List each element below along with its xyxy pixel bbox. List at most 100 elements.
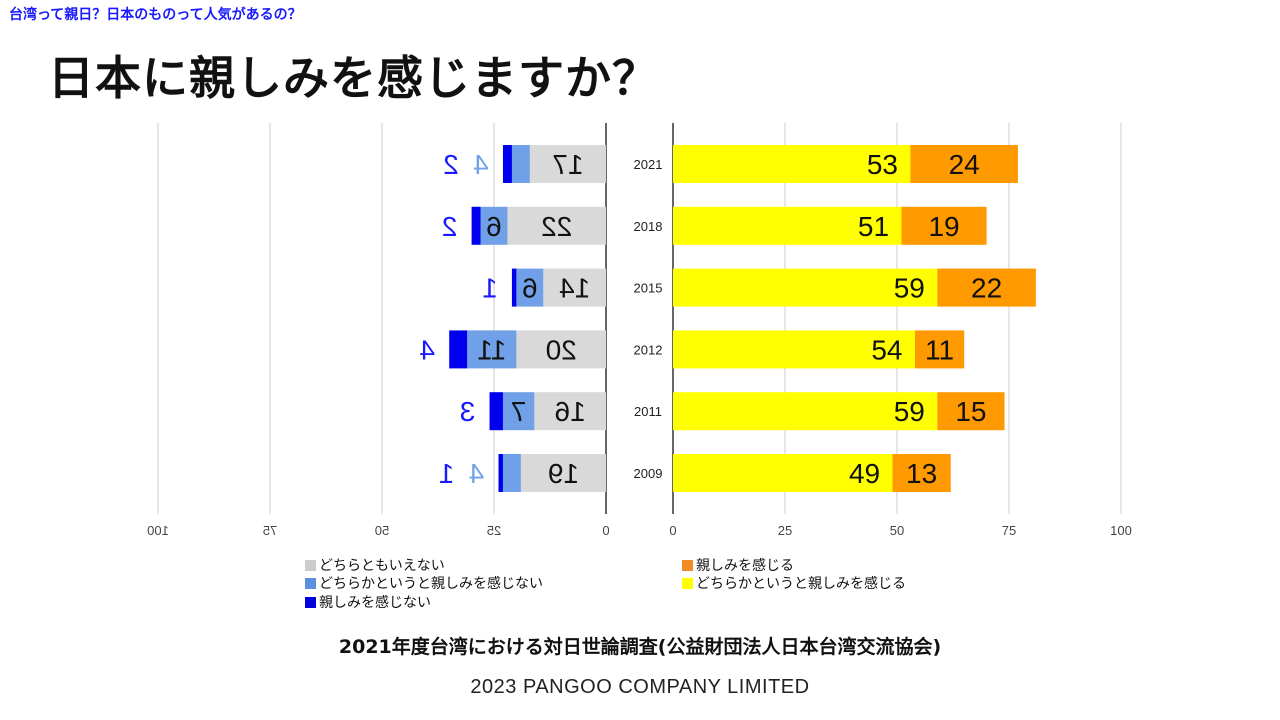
legend-item: どちらともいえない	[305, 555, 445, 575]
legend-item: 親しみを感じない	[305, 592, 431, 612]
left-tick-label: 75	[263, 523, 277, 538]
right-tick-label: 50	[890, 523, 904, 538]
year-label: 2018	[634, 219, 663, 234]
legend-label: どちらともいえない	[319, 558, 445, 574]
bar-right-label: 49	[849, 458, 880, 489]
bar-right-label: 53	[867, 149, 898, 180]
bar-right	[901, 206, 987, 245]
bar-left-label: 22	[541, 211, 572, 242]
left-gridlines	[157, 123, 607, 514]
bar-left	[511, 145, 530, 183]
year-label: 2009	[634, 466, 663, 481]
bar-left-outside-label: 2	[443, 149, 459, 180]
bar-left	[516, 330, 606, 369]
bar-right-label: 59	[894, 273, 925, 304]
bar-left	[498, 454, 503, 492]
footer-copyright: 2023 PANGOO COMPANY LIMITED	[470, 676, 810, 698]
bar-left-outside-label: 1	[482, 273, 498, 304]
legend-label: 親しみを感じる	[696, 558, 794, 574]
year-labels: 2021 2018 2015 2012 2011 2009	[634, 157, 663, 481]
page-title: 日本に親しみを感じますか？	[48, 51, 659, 105]
bar-right-label: 54	[871, 334, 902, 365]
left-tick-label: 100	[147, 523, 169, 538]
bar-right	[673, 392, 938, 431]
bar-left	[502, 454, 521, 492]
bar-right	[673, 330, 915, 369]
legend-swatch	[305, 560, 316, 571]
right-tick-label: 25	[778, 523, 792, 538]
legend-swatch	[305, 578, 316, 589]
bar-left-outside-label: 4	[473, 149, 489, 180]
bar-right	[892, 454, 951, 492]
right-tick-labels: 0 25 50 75 100	[669, 523, 1131, 538]
bar-left-outside-label: 4	[419, 334, 435, 365]
bar-left-label: 6	[486, 211, 502, 242]
bar-left	[502, 145, 512, 183]
bar-right	[937, 268, 1036, 307]
bar-left	[467, 330, 517, 369]
bar-left-label: 17	[552, 149, 583, 180]
year-label: 2021	[634, 157, 663, 172]
bar-right	[673, 454, 893, 492]
bar-left	[516, 268, 544, 307]
right-tick-label: 75	[1002, 523, 1016, 538]
left-tick-labels: 0 25 50 75 100	[147, 523, 609, 538]
left-tick-label: 0	[602, 523, 609, 538]
source-caption: 2021年度台湾における対日世論調査(公益財団法人日本台湾交流協会)	[338, 636, 942, 658]
bar-left	[507, 206, 606, 245]
bar-left-label: 19	[548, 458, 579, 489]
bar-left	[471, 206, 481, 245]
bar-left	[449, 330, 468, 369]
legend-swatch	[682, 560, 693, 571]
bar-right-label: 22	[971, 273, 1002, 304]
bar-right-label: 51	[858, 211, 889, 242]
bar-right	[673, 206, 902, 245]
bar-right	[914, 330, 965, 369]
right-tick-label: 0	[669, 523, 676, 538]
year-label: 2012	[634, 342, 663, 357]
bar-left-label: 11	[477, 334, 506, 365]
bar-left	[502, 392, 535, 431]
bar-right	[910, 145, 1018, 183]
bar-left-label: 7	[511, 396, 527, 427]
bar-right-label: 13	[906, 458, 937, 489]
bar-right	[673, 145, 911, 183]
bar-right-label: 11	[925, 334, 954, 365]
bar-right-label: 24	[949, 149, 980, 180]
bar-left-outside-label: 2	[442, 211, 458, 242]
bar-right-label: 19	[928, 211, 959, 242]
bar-left-outside-label: 1	[439, 458, 455, 489]
bar-left	[534, 392, 606, 431]
year-label: 2015	[634, 281, 663, 296]
legend-item: どちらかというと親しみを感じない	[305, 573, 543, 593]
bar-left-label: 16	[555, 396, 586, 427]
right-tick-label: 100	[1110, 523, 1132, 538]
bar-left	[520, 454, 606, 492]
left-tick-label: 50	[375, 523, 389, 538]
bar-left-label: 14	[559, 273, 590, 304]
year-label: 2011	[634, 404, 662, 419]
legend-label: どちらかというと親しみを感じない	[319, 576, 543, 592]
right-gridlines	[672, 123, 1122, 514]
legend-label: どちらかというと親しみを感じる	[696, 576, 906, 592]
bar-left	[489, 392, 503, 431]
legend-label: 親しみを感じない	[319, 595, 431, 611]
left-tick-label: 25	[487, 523, 501, 538]
bar-left-label: 20	[546, 334, 577, 365]
bar-right-label: 15	[955, 396, 986, 427]
bar-right	[937, 392, 1005, 431]
bar-left-label: 6	[522, 273, 538, 304]
legend-swatch	[682, 578, 693, 589]
legend-item: どちらかというと親しみを感じる	[682, 573, 906, 593]
legend-item: 親しみを感じる	[682, 555, 794, 575]
bar-left-outside-label: 4	[469, 458, 485, 489]
top-link[interactable]: 台湾って親日？日本のものって人気があるの？	[9, 7, 302, 23]
bar-right	[673, 268, 938, 307]
bar-left	[511, 268, 517, 307]
bar-right-label: 59	[894, 396, 925, 427]
bar-left	[543, 268, 606, 307]
legend-swatch	[305, 597, 316, 608]
